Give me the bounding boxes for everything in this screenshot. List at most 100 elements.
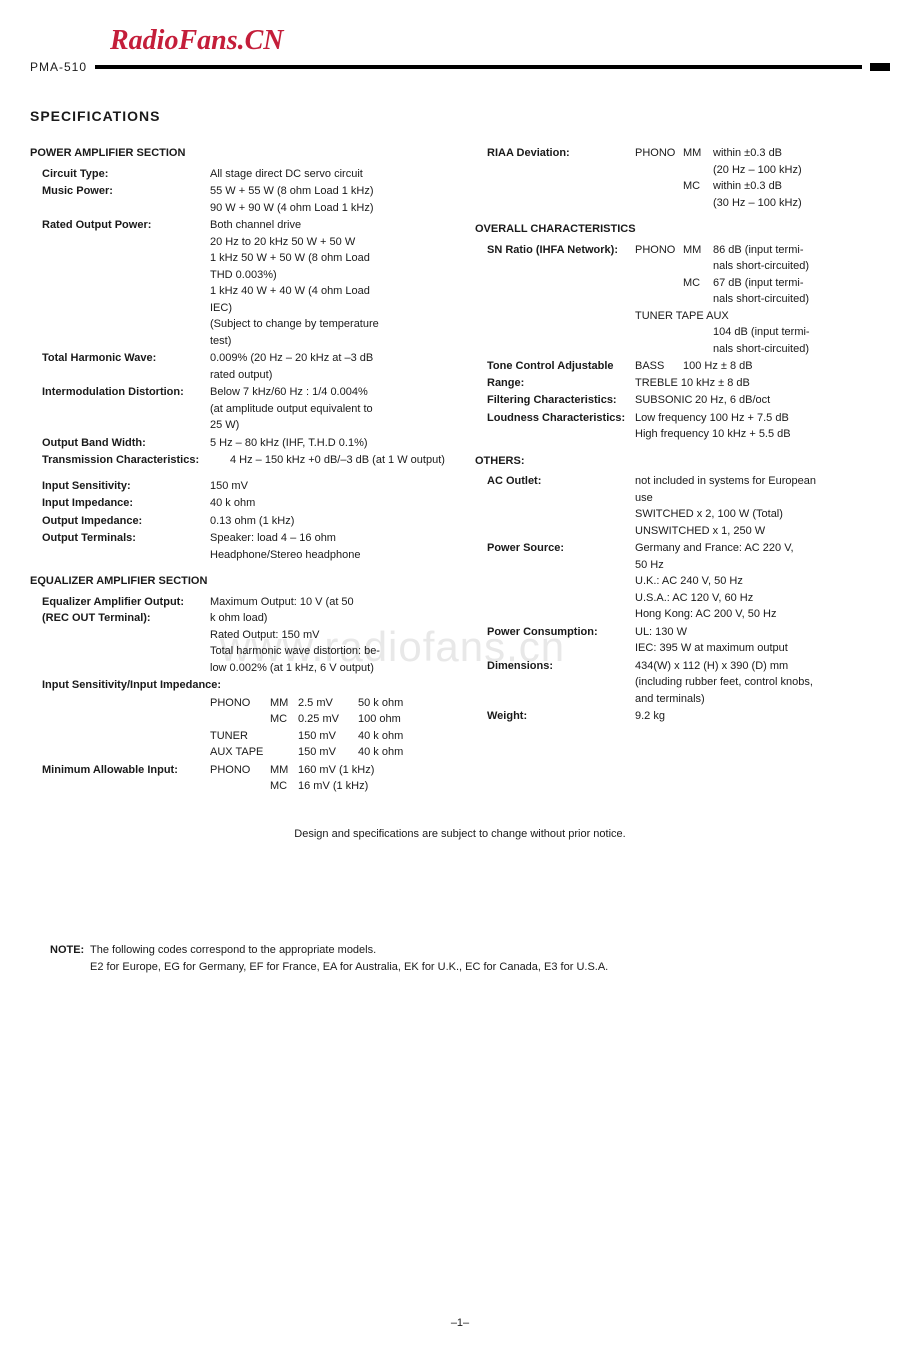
row-is: Input Sensitivity: 150 mV xyxy=(30,478,445,495)
text-line: BASS100 Hz ± 8 dB xyxy=(635,358,890,375)
text-line: Rated Output: 150 mV xyxy=(210,627,445,644)
label-ps: Power Source: xyxy=(475,540,635,623)
value-isii: PHONOMM2.5 mV50 k ohm MC0.25 mV100 ohm T… xyxy=(210,695,445,761)
txt: within ±0.3 dB xyxy=(713,180,782,192)
text-line: low 0.002% (at 1 kHz, 6 V output) xyxy=(210,660,445,677)
text-line: UL: 130 W xyxy=(635,624,890,641)
text-line: 55 W + 55 W (8 ohm Load 1 kHz) xyxy=(210,183,445,200)
row-ot: Output Terminals: Speaker: load 4 – 16 o… xyxy=(30,530,445,563)
label-weight: Weight: xyxy=(475,708,635,725)
row-isii: Input Sensitivity/Input Impedance: xyxy=(30,677,445,694)
text-line: Low frequency 100 Hz + 7.5 dB xyxy=(635,410,890,427)
text-line: Headphone/Stereo headphone xyxy=(210,547,445,564)
label-is: Input Sensitivity: xyxy=(30,478,210,495)
txt: 86 dB (input termi- xyxy=(713,244,803,256)
label-eao: Equalizer Amplifier Output: (REC OUT Ter… xyxy=(30,594,210,677)
text-line: use xyxy=(635,490,890,507)
label-dim: Dimensions: xyxy=(475,658,635,708)
cell: 150 mV xyxy=(298,744,358,761)
value-lc: Low frequency 100 Hz + 7.5 dB High frequ… xyxy=(635,410,890,443)
text-line: (at amplitude output equivalent to xyxy=(210,401,445,418)
table-row: TUNER150 mV40 k ohm xyxy=(210,728,445,745)
cell: 40 k ohm xyxy=(358,744,428,761)
row-riaa: RIAA Deviation: PHONOMMwithin ±0.3 dB (2… xyxy=(475,145,890,211)
text-line: 20 Hz to 20 kHz 50 W + 50 W xyxy=(210,234,445,251)
row-tcar: Tone Control Adjustable Range: BASS100 H… xyxy=(475,358,890,391)
value-ii: 40 k ohm xyxy=(210,495,445,512)
text-line: (REC OUT Terminal): xyxy=(42,612,151,624)
text-line: k ohm load) xyxy=(210,610,445,627)
text-line: THD 0.003%) xyxy=(210,267,445,284)
label-circuit-type: Circuit Type: xyxy=(30,166,210,183)
text-line: High frequency 10 kHz + 5.5 dB xyxy=(635,426,890,443)
value-eao: Maximum Output: 10 V (at 50 k ohm load) … xyxy=(210,594,445,677)
text-line: not included in systems for European xyxy=(635,473,890,490)
value-fc: SUBSONIC20 Hz, 6 dB/oct xyxy=(635,392,890,409)
pre: MC xyxy=(683,178,713,195)
text-line: 104 dB (input termi- xyxy=(635,324,890,341)
row-fc: Filtering Characteristics: SUBSONIC20 Hz… xyxy=(475,392,890,409)
section-overall: OVERALL CHARACTERISTICS xyxy=(475,221,890,238)
text-line: 434(W) x 112 (H) x 390 (D) mm xyxy=(635,658,890,675)
cell: 40 k ohm xyxy=(358,728,428,745)
value-dim: 434(W) x 112 (H) x 390 (D) mm (including… xyxy=(635,658,890,708)
row-dim: Dimensions: 434(W) x 112 (H) x 390 (D) m… xyxy=(475,658,890,708)
text-line: 1 kHz 40 W + 40 W (4 ohm Load xyxy=(210,283,445,300)
label-thw: Total Harmonic Wave: xyxy=(30,350,210,383)
label-riaa: RIAA Deviation: xyxy=(475,145,635,211)
value-ps: Germany and France: AC 220 V, 50 Hz U.K.… xyxy=(635,540,890,623)
value-pc: UL: 130 W IEC: 395 W at maximum output xyxy=(635,624,890,657)
text-line: Below 7 kHz/60 Hz : 1/4 0.004% xyxy=(210,384,445,401)
text-line: (including rubber feet, control knobs, xyxy=(635,674,890,691)
header-line-end xyxy=(870,63,890,71)
page-number: –1– xyxy=(30,1315,890,1332)
pre: PHONO xyxy=(635,242,683,259)
section-eq-amp: EQUALIZER AMPLIFIER SECTION xyxy=(30,573,445,590)
value-tcar: BASS100 Hz ± 8 dB TREBLE 10 kHz ± 8 dB xyxy=(635,358,890,391)
text-line: Hong Kong: AC 200 V, 50 Hz xyxy=(635,606,890,623)
label-sn: SN Ratio (IHFA Network): xyxy=(475,242,635,358)
text-line: SWITCHED x 2, 100 W (Total) xyxy=(635,506,890,523)
label-music-power: Music Power: xyxy=(30,183,210,216)
text-line: nals short-circuited) xyxy=(635,291,890,308)
footer-note: Design and specifications are subject to… xyxy=(30,826,890,843)
txt: 67 dB (input termi- xyxy=(713,277,803,289)
value-rated-output: Both channel drive 20 Hz to 20 kHz 50 W … xyxy=(210,217,445,349)
section-power-amp: POWER AMPLIFIER SECTION xyxy=(30,145,445,162)
label-imd: Intermodulation Distortion: xyxy=(30,384,210,434)
value-imd: Below 7 kHz/60 Hz : 1/4 0.004% (at ampli… xyxy=(210,384,445,434)
value-weight: 9.2 kg xyxy=(635,708,890,725)
label-tc: Transmission Characteristics: xyxy=(30,452,230,469)
note-section: NOTE: The following codes correspond to … xyxy=(30,942,890,975)
pre: MM xyxy=(683,145,713,162)
pre: PHONO xyxy=(635,145,683,162)
text-line: MCwithin ±0.3 dB xyxy=(635,178,890,195)
text-line: PHONOMMwithin ±0.3 dB xyxy=(635,145,890,162)
right-column: RIAA Deviation: PHONOMMwithin ±0.3 dB (2… xyxy=(475,145,890,796)
label-lc: Loudness Characteristics: xyxy=(475,410,635,443)
row-weight: Weight: 9.2 kg xyxy=(475,708,890,725)
value-riaa: PHONOMMwithin ±0.3 dB (20 Hz – 100 kHz) … xyxy=(635,145,890,211)
text-line: 90 W + 90 W (4 ohm Load 1 kHz) xyxy=(210,200,445,217)
cell: 16 mV (1 kHz) xyxy=(298,780,368,792)
text-line: E2 for Europe, EG for Germany, EF for Fr… xyxy=(90,961,608,973)
row-pc: Power Consumption: UL: 130 W IEC: 395 W … xyxy=(475,624,890,657)
value-tc: 4 Hz – 150 kHz +0 dB/–3 dB (at 1 W outpu… xyxy=(230,452,445,469)
cell: PHONO xyxy=(210,762,270,779)
value-circuit-type: All stage direct DC servo circuit xyxy=(210,166,445,183)
value-aco: not included in systems for European use… xyxy=(635,473,890,539)
label-ii: Input Impedance: xyxy=(30,495,210,512)
text-line: Speaker: load 4 – 16 ohm xyxy=(210,530,445,547)
label-obw: Output Band Width: xyxy=(30,435,210,452)
value-is: 150 mV xyxy=(210,478,445,495)
cell: MM xyxy=(270,762,298,779)
text-line: test) xyxy=(210,333,445,350)
label-fc: Filtering Characteristics: xyxy=(475,392,635,409)
page-title: SPECIFICATIONS xyxy=(30,106,890,127)
value-thw: 0.009% (20 Hz – 20 kHz at –3 dB rated ou… xyxy=(210,350,445,383)
cell: 50 k ohm xyxy=(358,695,428,712)
spec-columns: POWER AMPLIFIER SECTION Circuit Type: Al… xyxy=(30,145,890,796)
text-line: Both channel drive xyxy=(210,217,445,234)
value-obw: 5 Hz – 80 kHz (IHF, T.H.D 0.1%) xyxy=(210,435,445,452)
value-ot: Speaker: load 4 – 16 ohm Headphone/Stere… xyxy=(210,530,445,563)
